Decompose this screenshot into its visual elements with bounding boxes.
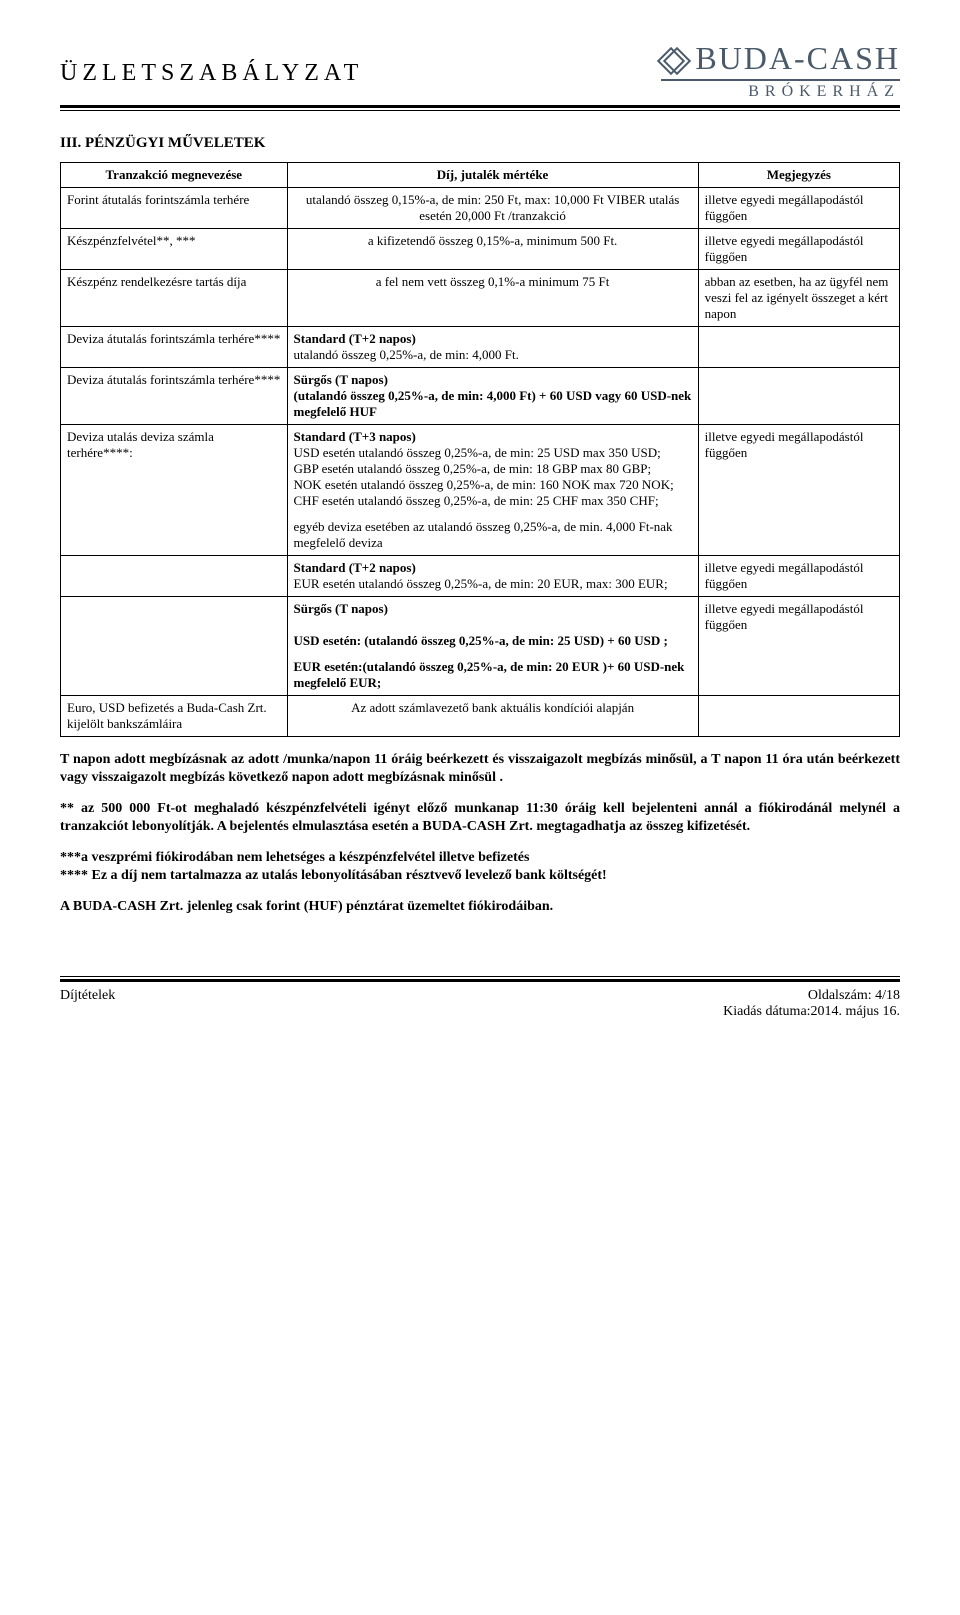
footnote-paragraph: ** az 500 000 Ft-ot meghaladó készpénzfe… xyxy=(60,800,900,835)
cell-dij-line: Standard (T+2 napos) xyxy=(294,560,416,575)
footnote-paragraph: ***a veszprémi fiókirodában nem lehetség… xyxy=(60,849,900,867)
cell-block: Standard (T+3 napos) USD esetén utalandó… xyxy=(294,429,692,509)
cell-tranzakcio: Deviza átutalás forintszámla terhére**** xyxy=(61,327,288,368)
table-row: Deviza átutalás forintszámla terhére****… xyxy=(61,327,900,368)
footer-right: Oldalszám: 4/18 Kiadás dátuma:2014. máju… xyxy=(723,988,900,1020)
brand-subtitle: BRÓKERHÁZ xyxy=(661,83,900,101)
section-heading: III. PÉNZÜGYI MŰVELETEK xyxy=(60,135,900,152)
brand-name-row: BUDA-CASH xyxy=(661,40,900,81)
footnote-paragraph: T napon adott megbízásnak az adott /munk… xyxy=(60,751,900,786)
table-header-row: Tranzakció megnevezése Díj, jutalék mért… xyxy=(61,163,900,188)
cell-megjegyzes: illetve egyedi megállapodástól függően xyxy=(698,597,899,696)
col-header-tranzakcio: Tranzakció megnevezése xyxy=(61,163,288,188)
cell-dij-line: USD esetén: (utalandó összeg 0,25%-a, de… xyxy=(294,633,668,648)
cell-tranzakcio: Készpénzfelvétel**, *** xyxy=(61,229,288,270)
table-row: Sürgős (T napos) USD esetén: (utalandó ö… xyxy=(61,597,900,696)
table-row: Euro, USD befizetés a Buda-Cash Zrt. kij… xyxy=(61,696,900,737)
cell-tranzakcio: Deviza utalás deviza számla terhére****: xyxy=(61,425,288,556)
cell-dij-line: CHF esetén utalandó összeg 0,25%-a, de m… xyxy=(294,493,659,508)
cell-dij: Standard (T+2 napos) utalandó összeg 0,2… xyxy=(287,327,698,368)
brand-name: BUDA-CASH xyxy=(695,40,900,77)
cell-tranzakcio: Készpénz rendelkezésre tartás díja xyxy=(61,270,288,327)
fees-table: Tranzakció megnevezése Díj, jutalék mért… xyxy=(60,162,900,737)
footer-rule-thin xyxy=(60,976,900,977)
footnote-paragraph: A BUDA-CASH Zrt. jelenleg csak forint (H… xyxy=(60,898,900,916)
footer-date: Kiadás dátuma:2014. május 16. xyxy=(723,1004,900,1020)
table-row: Készpénzfelvétel**, *** a kifizetendő ös… xyxy=(61,229,900,270)
header-rule-thin xyxy=(60,110,900,111)
footer-page-number: Oldalszám: 4/18 xyxy=(723,988,900,1004)
cell-dij-line: Sürgős (T napos) xyxy=(294,601,388,616)
cell-dij-line: USD esetén utalandó összeg 0,25%-a, de m… xyxy=(294,445,661,460)
col-header-megjegyzes: Megjegyzés xyxy=(698,163,899,188)
table-row: Deviza átutalás forintszámla terhére****… xyxy=(61,368,900,425)
cell-block: EUR esetén:(utalandó összeg 0,25%-a, de … xyxy=(294,659,692,691)
doc-title: ÜZLETSZABÁLYZAT xyxy=(60,40,363,87)
cell-dij-line: (utalandó összeg 0,25%-a, de min: 4,000 … xyxy=(294,388,692,419)
cell-megjegyzes: illetve egyedi megállapodástól függően xyxy=(698,229,899,270)
header-rule-thick xyxy=(60,105,900,108)
cell-dij: a kifizetendő összeg 0,15%-a, minimum 50… xyxy=(287,229,698,270)
cell-dij-line: NOK esetén utalandó összeg 0,25%-a, de m… xyxy=(294,477,674,492)
cell-dij: Sürgős (T napos) (utalandó összeg 0,25%-… xyxy=(287,368,698,425)
cell-tranzakcio: Euro, USD befizetés a Buda-Cash Zrt. kij… xyxy=(61,696,288,737)
cell-megjegyzes xyxy=(698,327,899,368)
cell-tranzakcio xyxy=(61,597,288,696)
cell-block: Sürgős (T napos) USD esetén: (utalandó ö… xyxy=(294,601,692,649)
cell-tranzakcio: Forint átutalás forintszámla terhére xyxy=(61,188,288,229)
cell-megjegyzes: illetve egyedi megállapodástól függően xyxy=(698,556,899,597)
table-row: Forint átutalás forintszámla terhére uta… xyxy=(61,188,900,229)
cell-dij-line: GBP esetén utalandó összeg 0,25%-a, de m… xyxy=(294,461,652,476)
table-row: Készpénz rendelkezésre tartás díja a fel… xyxy=(61,270,900,327)
cell-dij-line: Sürgős (T napos) xyxy=(294,372,388,387)
table-row: Deviza utalás deviza számla terhére****:… xyxy=(61,425,900,556)
cell-megjegyzes: illetve egyedi megállapodástól függően xyxy=(698,425,899,556)
cell-tranzakcio xyxy=(61,556,288,597)
cell-dij-line: utalandó összeg 0,25%-a, de min: 4,000 F… xyxy=(294,347,519,362)
cell-dij: utalandó összeg 0,15%-a, de min: 250 Ft,… xyxy=(287,188,698,229)
brand-diamond-icon xyxy=(661,47,685,71)
brand-logo: BUDA-CASH BRÓKERHÁZ xyxy=(661,40,900,101)
cell-dij-line: Standard (T+3 napos) xyxy=(294,429,416,444)
cell-dij-line: Standard (T+2 napos) xyxy=(294,331,416,346)
cell-dij: a fel nem vett összeg 0,1%-a minimum 75 … xyxy=(287,270,698,327)
cell-tranzakcio: Deviza átutalás forintszámla terhére**** xyxy=(61,368,288,425)
footer-left: Díjtételek xyxy=(60,988,115,1020)
page-footer: Díjtételek Oldalszám: 4/18 Kiadás dátuma… xyxy=(60,988,900,1020)
footnote-paragraph: **** Ez a díj nem tartalmazza az utalás … xyxy=(60,867,900,885)
page-header: ÜZLETSZABÁLYZAT BUDA-CASH BRÓKERHÁZ xyxy=(60,40,900,101)
cell-dij: Sürgős (T napos) USD esetén: (utalandó ö… xyxy=(287,597,698,696)
cell-dij: Standard (T+2 napos) EUR esetén utalandó… xyxy=(287,556,698,597)
footer-rule-thick xyxy=(60,979,900,982)
cell-megjegyzes: illetve egyedi megállapodástól függően xyxy=(698,188,899,229)
cell-megjegyzes xyxy=(698,368,899,425)
col-header-dij: Díj, jutalék mértéke xyxy=(287,163,698,188)
cell-megjegyzes: abban az esetben, ha az ügyfél nem veszi… xyxy=(698,270,899,327)
cell-block: egyéb deviza esetében az utalandó összeg… xyxy=(294,519,692,551)
cell-dij: Az adott számlavezető bank aktuális kond… xyxy=(287,696,698,737)
table-row: Standard (T+2 napos) EUR esetén utalandó… xyxy=(61,556,900,597)
cell-dij-line: EUR esetén utalandó összeg 0,25%-a, de m… xyxy=(294,576,668,591)
cell-dij: Standard (T+3 napos) USD esetén utalandó… xyxy=(287,425,698,556)
cell-megjegyzes xyxy=(698,696,899,737)
